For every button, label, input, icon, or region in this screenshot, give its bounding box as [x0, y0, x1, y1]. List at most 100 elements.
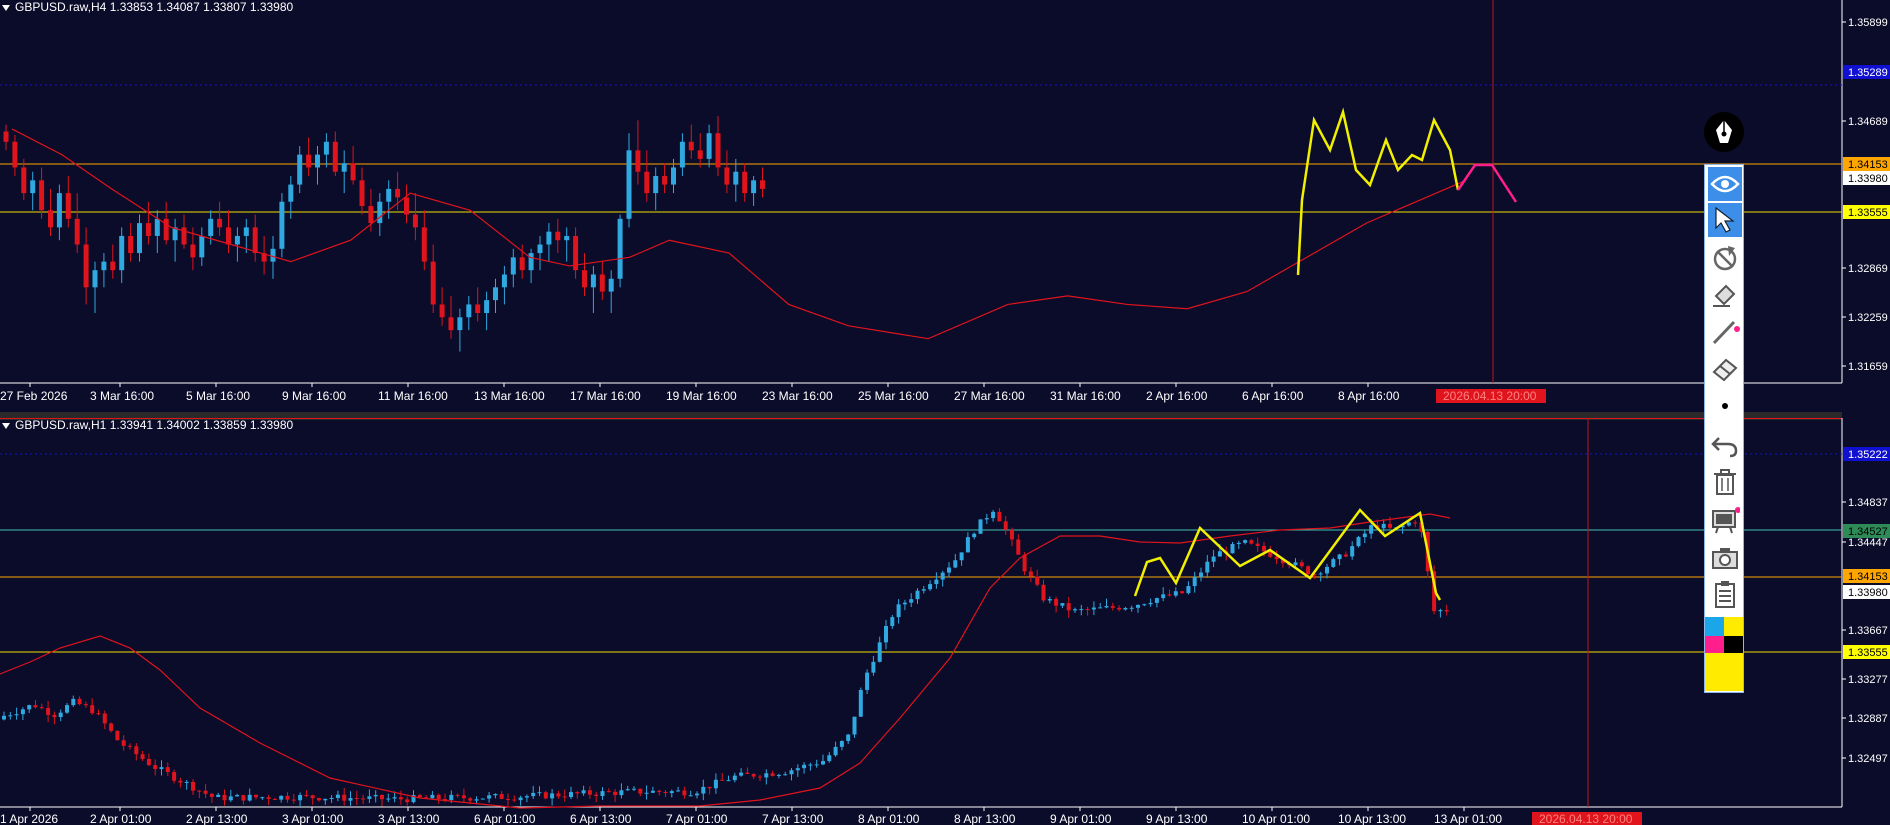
- chart-canvas-h4[interactable]: 1.35899 1.35289 1.34689 1.34153 1.33980 1.335…: [0, 0, 1890, 412]
- candle-body: [48, 210, 53, 228]
- undo-icon[interactable]: [1708, 427, 1742, 461]
- collapse-triangle-icon[interactable]: [2, 422, 10, 429]
- candle-body: [715, 133, 721, 168]
- price-label: 1.32497: [1848, 753, 1888, 765]
- candle-body: [181, 227, 187, 245]
- time-label: 9 Apr 13:00: [1146, 812, 1208, 825]
- time-label: 17 Mar 16:00: [570, 389, 641, 403]
- candle-body: [871, 661, 876, 673]
- eraser-icon[interactable]: [1708, 351, 1742, 385]
- candle-body: [1249, 540, 1254, 544]
- color-swatch-black[interactable]: [1724, 636, 1743, 653]
- candle-body: [573, 235, 579, 271]
- clipboard-icon[interactable]: [1708, 577, 1742, 611]
- color-swatch-selected[interactable]: [1705, 653, 1743, 691]
- color-swatch-magenta[interactable]: [1705, 636, 1724, 653]
- pen-icon[interactable]: [1704, 112, 1744, 152]
- candle-body: [46, 707, 51, 715]
- candle-body: [1180, 591, 1185, 594]
- candle-body: [145, 223, 151, 236]
- screen-icon[interactable]: [1708, 503, 1742, 537]
- candle-body: [172, 772, 177, 781]
- candle-body: [417, 795, 422, 798]
- candle-body: [789, 770, 794, 775]
- candle-body: [493, 794, 498, 796]
- candle-body: [1400, 525, 1405, 528]
- candle-body: [475, 304, 481, 313]
- candle-body: [1230, 543, 1235, 554]
- candle-body: [706, 133, 712, 159]
- color-swatch-cyan[interactable]: [1705, 617, 1724, 636]
- candle-body: [569, 792, 573, 798]
- price-label: 1.35899: [1848, 17, 1888, 29]
- candle-body: [858, 689, 863, 717]
- candle-body: [915, 590, 920, 600]
- candle-body: [134, 746, 139, 755]
- candle-body: [519, 257, 525, 271]
- camera-icon[interactable]: [1708, 541, 1742, 575]
- collapse-triangle-icon[interactable]: [2, 4, 10, 11]
- candle-body: [285, 795, 290, 800]
- candle-body: [90, 705, 95, 714]
- candle-body: [1085, 609, 1090, 611]
- candle-body: [306, 154, 312, 168]
- no-draw-icon[interactable]: [1708, 241, 1742, 275]
- moving-average-line: [0, 513, 1451, 809]
- candle-body: [1343, 554, 1348, 557]
- candle-body: [518, 797, 523, 801]
- candle-body: [669, 791, 674, 794]
- candle-body: [252, 227, 258, 254]
- candle-body: [493, 287, 498, 301]
- chart-pane-h1[interactable]: 1.35222 1.34837 1.34447 1.34527 1.34153 1.339…: [0, 418, 1890, 825]
- candle-body: [209, 793, 214, 797]
- candle-body: [359, 180, 365, 206]
- candle-body: [635, 150, 641, 172]
- candle-body: [506, 798, 510, 800]
- trash-icon[interactable]: [1708, 465, 1742, 499]
- cursor-time-label: 2026.04.13 20:00: [1539, 812, 1633, 825]
- color-palette[interactable]: [1705, 617, 1743, 691]
- candle-body: [707, 786, 712, 789]
- chart-pane-h4[interactable]: 1.35899 1.35289 1.34689 1.34153 1.33980 1.335…: [0, 0, 1890, 412]
- eye-icon[interactable]: [1708, 167, 1742, 201]
- color-swatch-yellow[interactable]: [1724, 617, 1743, 636]
- candle-body: [587, 790, 592, 795]
- symbol-title-h1: GBPUSD.raw,H1 1.33941 1.34002 1.33859 1.…: [2, 418, 293, 432]
- time-label: 31 Mar 16:00: [1050, 389, 1121, 403]
- price-label: 1.34527: [1848, 526, 1888, 538]
- candle-body: [30, 180, 36, 194]
- candle-body: [20, 709, 25, 715]
- candle-body: [1079, 609, 1084, 611]
- candle-body: [56, 193, 62, 228]
- time-label: 6 Apr 13:00: [570, 812, 632, 825]
- cursor-time-label: 2026.04.13 20:00: [1443, 389, 1537, 403]
- time-label: 7 Apr 13:00: [762, 812, 824, 825]
- candle-body: [83, 704, 88, 706]
- symbol-title-h4: GBPUSD.raw,H4 1.33853 1.34087 1.33807 1.…: [2, 0, 293, 14]
- dot-size-icon[interactable]: [1708, 389, 1742, 423]
- candle-body: [348, 798, 353, 801]
- candle-body: [96, 713, 101, 715]
- candle-body: [499, 794, 504, 799]
- pane-divider[interactable]: [0, 412, 1842, 420]
- price-label: 1.32869: [1848, 263, 1888, 275]
- candle-body: [575, 792, 580, 794]
- eraser-brush-icon[interactable]: [1708, 277, 1742, 311]
- candle-body: [191, 781, 195, 791]
- candle-body: [395, 188, 401, 198]
- line-tool-icon[interactable]: [1708, 315, 1742, 349]
- candle-body: [663, 791, 668, 794]
- candle-body: [972, 533, 977, 538]
- time-label: 27 Mar 16:00: [954, 389, 1025, 403]
- candle-body: [1356, 537, 1361, 547]
- candle-body: [1129, 607, 1134, 609]
- candle-body: [501, 274, 507, 288]
- cursor-icon[interactable]: [1708, 203, 1742, 237]
- candle-body: [833, 746, 838, 756]
- candle-body: [657, 790, 662, 792]
- candle-body: [71, 698, 76, 706]
- candle-body: [235, 795, 240, 797]
- candle-body: [335, 794, 340, 798]
- candle-body: [653, 176, 659, 194]
